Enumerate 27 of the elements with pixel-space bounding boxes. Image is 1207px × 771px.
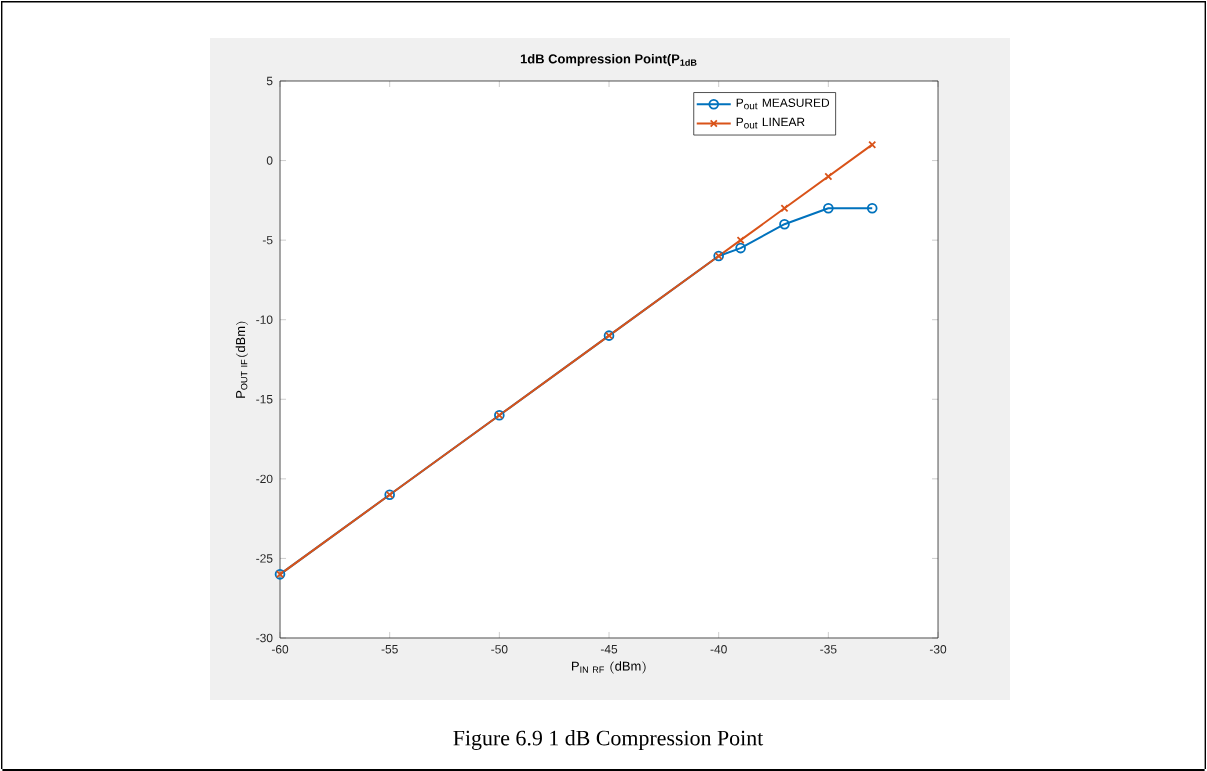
point bbox=[735, 242, 746, 254]
chart-title: 1dB Compression Point(P$_{1dB}$ bbox=[520, 53, 697, 66]
y-tick-label: -30 bbox=[256, 633, 273, 643]
y-tick-label: -20 bbox=[256, 474, 273, 484]
y-tick-label: -15 bbox=[256, 395, 273, 404]
y-tick-label: -25 bbox=[256, 554, 273, 563]
x-tick-label: -35 bbox=[820, 645, 837, 654]
y-tick-label: -5 bbox=[262, 235, 273, 245]
point bbox=[824, 172, 833, 181]
point bbox=[780, 204, 789, 213]
x-tick-label: -45 bbox=[600, 645, 618, 654]
y-tick-label: 5 bbox=[266, 76, 273, 86]
point bbox=[823, 203, 834, 214]
legend-label: P$_{out}$ MEASURED bbox=[736, 98, 830, 110]
x-tick-label: -55 bbox=[381, 645, 398, 654]
point bbox=[866, 203, 878, 214]
x-axis-title: $\mathrm{P}_{\mathrm{IN\ RF}}\mathrm{\ (dBm)}$ bbox=[572, 661, 646, 674]
x-tick-label: -50 bbox=[491, 645, 508, 654]
x-tick-label: -30 bbox=[929, 645, 947, 654]
legend-label: P$_{out}$ LINEAR bbox=[736, 117, 805, 129]
y-tick-label: 0 bbox=[266, 156, 273, 165]
x-tick-label: -60 bbox=[271, 645, 289, 654]
y-axis-title: $\mathrm{P}_{\mathrm{OUT\ IF}}\mathrm{(dBm)}$ bbox=[235, 321, 249, 398]
x-tick-label: -40 bbox=[710, 645, 727, 654]
caption: Figure 6.9 1 dB Compression Point bbox=[453, 730, 764, 750]
point bbox=[779, 218, 790, 230]
y-tick-label: -10 bbox=[256, 315, 273, 324]
